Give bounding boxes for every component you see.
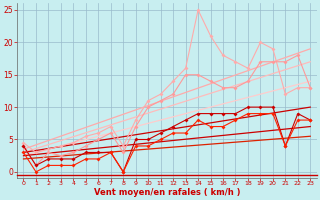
X-axis label: Vent moyen/en rafales ( km/h ): Vent moyen/en rafales ( km/h ) [94, 188, 240, 197]
